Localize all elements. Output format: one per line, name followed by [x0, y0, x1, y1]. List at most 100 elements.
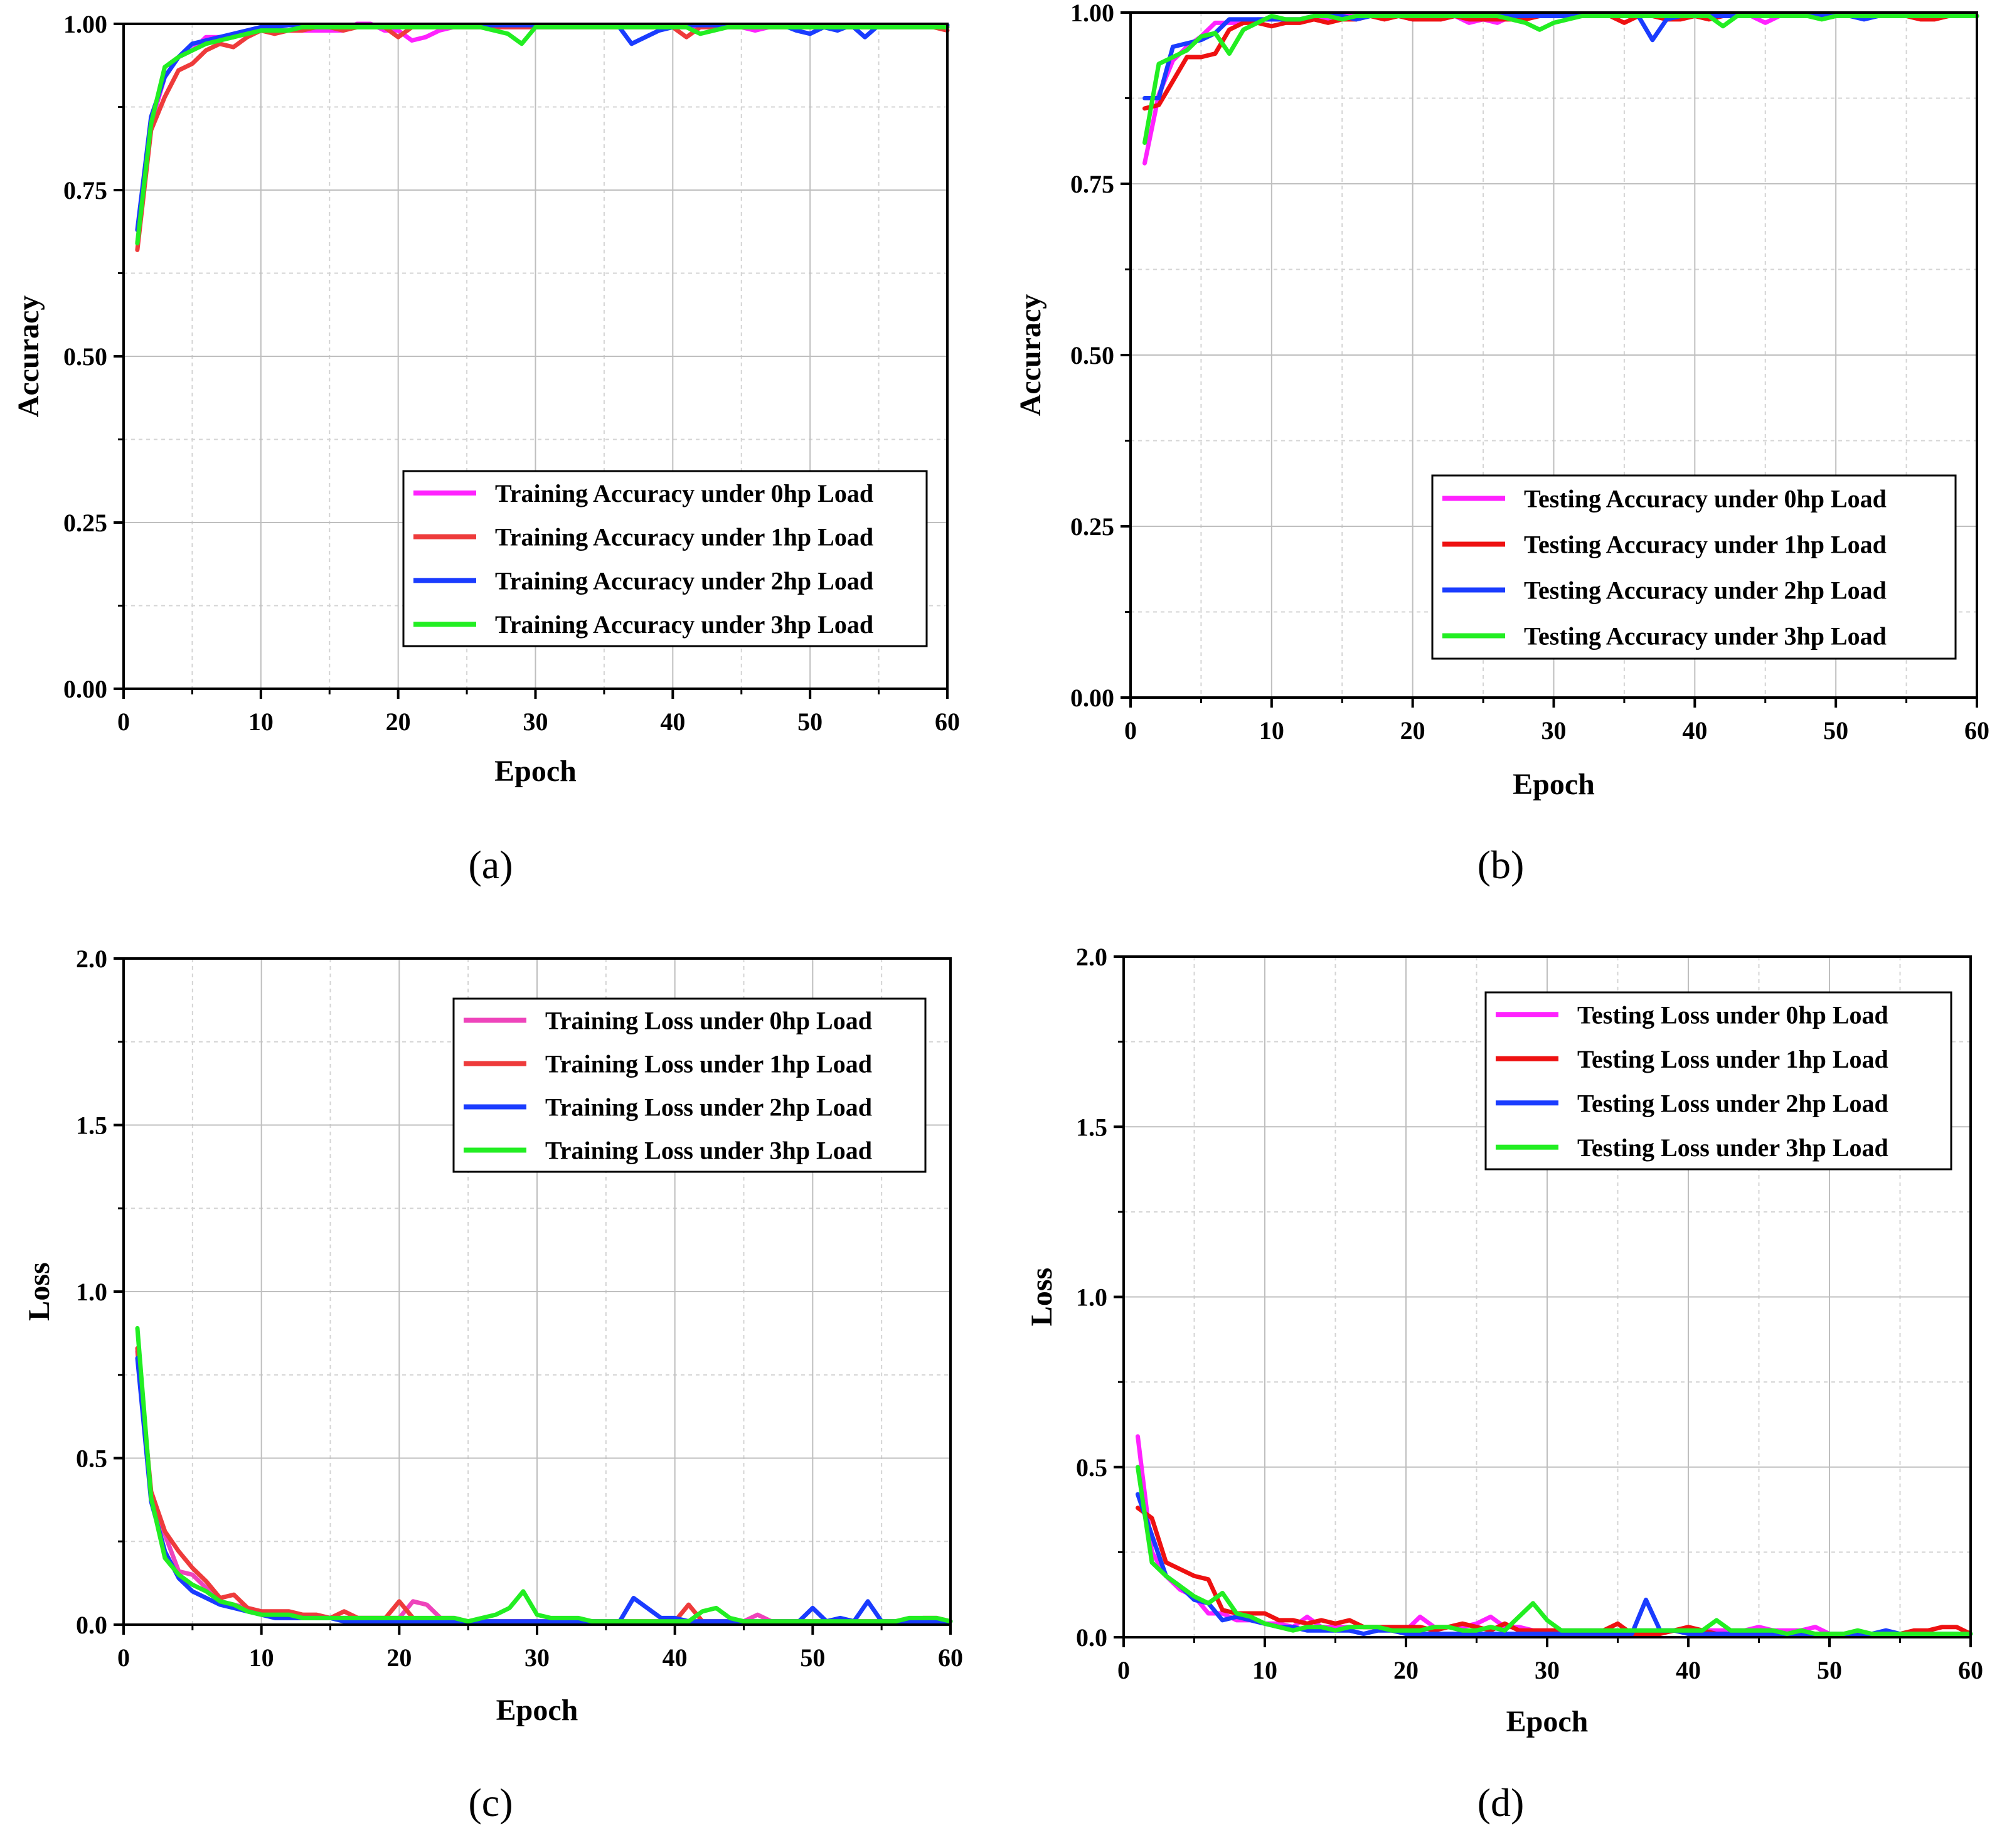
y-tick-label: 0.5 — [1076, 1453, 1107, 1482]
legend-label-1: Testing Accuracy under 1hp Load — [1524, 531, 1887, 559]
legend-label-1: Training Loss under 1hp Load — [545, 1050, 872, 1078]
legend-label-2: Testing Accuracy under 2hp Load — [1524, 576, 1887, 605]
series-line-3 — [135, 24, 950, 246]
legend-label-2: Training Loss under 2hp Load — [545, 1093, 872, 1122]
x-tick-label: 0 — [117, 1644, 130, 1672]
x-tick-label: 50 — [1823, 716, 1848, 745]
panel-label: (d) — [1478, 1780, 1525, 1825]
legend-label-0: Testing Accuracy under 0hp Load — [1524, 485, 1887, 513]
y-tick-label: 1.00 — [63, 10, 107, 38]
x-tick-label: 10 — [1252, 1656, 1277, 1684]
x-tick-label: 20 — [1393, 1656, 1419, 1684]
legend: Testing Loss under 0hp Load Testing Loss … — [1484, 991, 1952, 1171]
y-tick-label: 0.5 — [76, 1445, 107, 1473]
legend: Testing Accuracy under 0hp Load Testing A… — [1431, 474, 1957, 660]
y-axis-title: Loss — [1025, 1268, 1058, 1326]
panel-label: (a) — [468, 842, 513, 887]
x-tick-label: 30 — [524, 1644, 550, 1672]
x-axis: 0 10 20 30 40 50 60 — [117, 689, 960, 736]
series-line-3 — [1136, 1465, 1973, 1637]
x-tick-label: 40 — [1682, 716, 1707, 745]
x-tick-label: 60 — [935, 708, 960, 736]
panel-label: (b) — [1478, 842, 1525, 887]
y-axis-title: Accuracy — [1014, 294, 1047, 417]
x-tick-label: 30 — [523, 708, 548, 736]
y-tick-label: 0.75 — [63, 176, 107, 204]
x-tick-label: 10 — [1259, 716, 1284, 745]
y-axis-title: Accuracy — [12, 295, 45, 418]
legend-box — [402, 470, 928, 647]
legend-box — [1484, 991, 1952, 1171]
x-axis-title: Epoch — [494, 755, 577, 788]
panel-a-accuracy-training: 0 10 20 30 40 50 60 0.00 0.25 0.50 0.75 1.00 Epoch Ac… — [12, 10, 960, 887]
x-tick-label: 40 — [660, 708, 685, 736]
y-axis: 0.00 0.25 0.50 0.75 1.00 — [1070, 0, 1131, 712]
x-axis: 0 10 20 30 40 50 60 — [117, 1625, 963, 1672]
y-axis: 0.0 0.5 1.0 1.5 2.0 — [1076, 943, 1124, 1652]
x-tick-label: 60 — [938, 1644, 963, 1672]
y-tick-label: 0.50 — [63, 343, 107, 371]
x-tick-label: 10 — [248, 708, 274, 736]
y-tick-label: 1.0 — [1076, 1283, 1107, 1312]
series-line-3 — [1142, 14, 1979, 145]
x-tick-label: 60 — [1964, 716, 1989, 745]
legend-label-0: Training Loss under 0hp Load — [545, 1007, 872, 1035]
legend-box — [1431, 474, 1957, 660]
x-axis: 0 10 20 30 40 50 60 — [1124, 698, 1989, 745]
legend: Training Accuracy under 0hp Load Training… — [402, 470, 928, 647]
y-tick-label: 2.0 — [1076, 943, 1107, 971]
x-tick-label: 50 — [800, 1644, 825, 1672]
series-line-3 — [135, 1325, 953, 1624]
y-axis: 0.00 0.25 0.50 0.75 1.00 — [63, 10, 124, 703]
x-tick-label: 20 — [386, 708, 411, 736]
y-tick-label: 1.5 — [76, 1112, 107, 1140]
x-tick-label: 0 — [1117, 1656, 1130, 1684]
legend-label-3: Training Accuracy under 3hp Load — [495, 610, 873, 639]
legend-label-1: Training Accuracy under 1hp Load — [495, 523, 873, 551]
panel-label: (c) — [468, 1780, 513, 1825]
panel-b-accuracy-testing: 0 10 20 30 40 50 60 0.00 0.25 0.50 0.75 1.00 Epoch Ac… — [1014, 0, 1989, 887]
y-tick-label: 0.75 — [1070, 170, 1114, 198]
y-axis-title: Loss — [23, 1262, 56, 1320]
legend-label-0: Testing Loss under 0hp Load — [1577, 1001, 1888, 1029]
x-tick-label: 30 — [1541, 716, 1567, 745]
series-group — [1136, 1434, 1973, 1637]
x-tick-label: 20 — [1400, 716, 1425, 745]
x-tick-label: 20 — [386, 1644, 412, 1672]
legend-box — [452, 997, 927, 1173]
y-axis: 0.0 0.5 1.0 1.5 2.0 — [76, 945, 124, 1639]
legend-label-2: Training Accuracy under 2hp Load — [495, 566, 873, 595]
series-group — [135, 1325, 953, 1624]
legend-label-1: Testing Loss under 1hp Load — [1577, 1045, 1888, 1073]
y-tick-label: 0.00 — [1070, 684, 1114, 712]
y-tick-label: 1.00 — [1070, 0, 1114, 27]
series-group — [1142, 14, 1979, 166]
x-tick-label: 0 — [1124, 716, 1137, 745]
legend-label-3: Testing Loss under 3hp Load — [1577, 1134, 1888, 1162]
x-axis: 0 10 20 30 40 50 60 — [1117, 1637, 1983, 1684]
y-tick-label: 2.0 — [76, 945, 107, 973]
legend-label-2: Testing Loss under 2hp Load — [1577, 1089, 1888, 1117]
panel-d-loss-testing: 0 10 20 30 40 50 60 0.0 0.5 1.0 1.5 2.0 Epoch Loss Tes… — [1025, 943, 1983, 1825]
y-tick-label: 0.0 — [1076, 1623, 1107, 1652]
x-tick-label: 50 — [1817, 1656, 1842, 1684]
panel-c-loss-training: 0 10 20 30 40 50 60 0.0 0.5 1.0 1.5 2.0 Epoch Loss Tra… — [23, 945, 963, 1825]
x-axis-title: Epoch — [1506, 1705, 1589, 1738]
y-tick-label: 0.50 — [1070, 341, 1114, 369]
y-tick-label: 0.00 — [63, 675, 107, 703]
x-tick-label: 0 — [117, 708, 130, 736]
x-tick-label: 40 — [1676, 1656, 1701, 1684]
x-axis-title: Epoch — [1513, 768, 1595, 801]
x-tick-label: 10 — [249, 1644, 274, 1672]
x-axis-title: Epoch — [496, 1694, 578, 1727]
legend-label-3: Testing Accuracy under 3hp Load — [1524, 622, 1887, 651]
x-tick-label: 40 — [663, 1644, 688, 1672]
y-tick-label: 1.5 — [1076, 1113, 1107, 1141]
y-tick-label: 1.0 — [76, 1278, 107, 1306]
x-tick-label: 50 — [797, 708, 823, 736]
y-tick-label: 0.0 — [76, 1611, 107, 1639]
x-tick-label: 60 — [1958, 1656, 1983, 1684]
series-group — [135, 21, 950, 252]
legend-label-3: Training Loss under 3hp Load — [545, 1137, 872, 1165]
